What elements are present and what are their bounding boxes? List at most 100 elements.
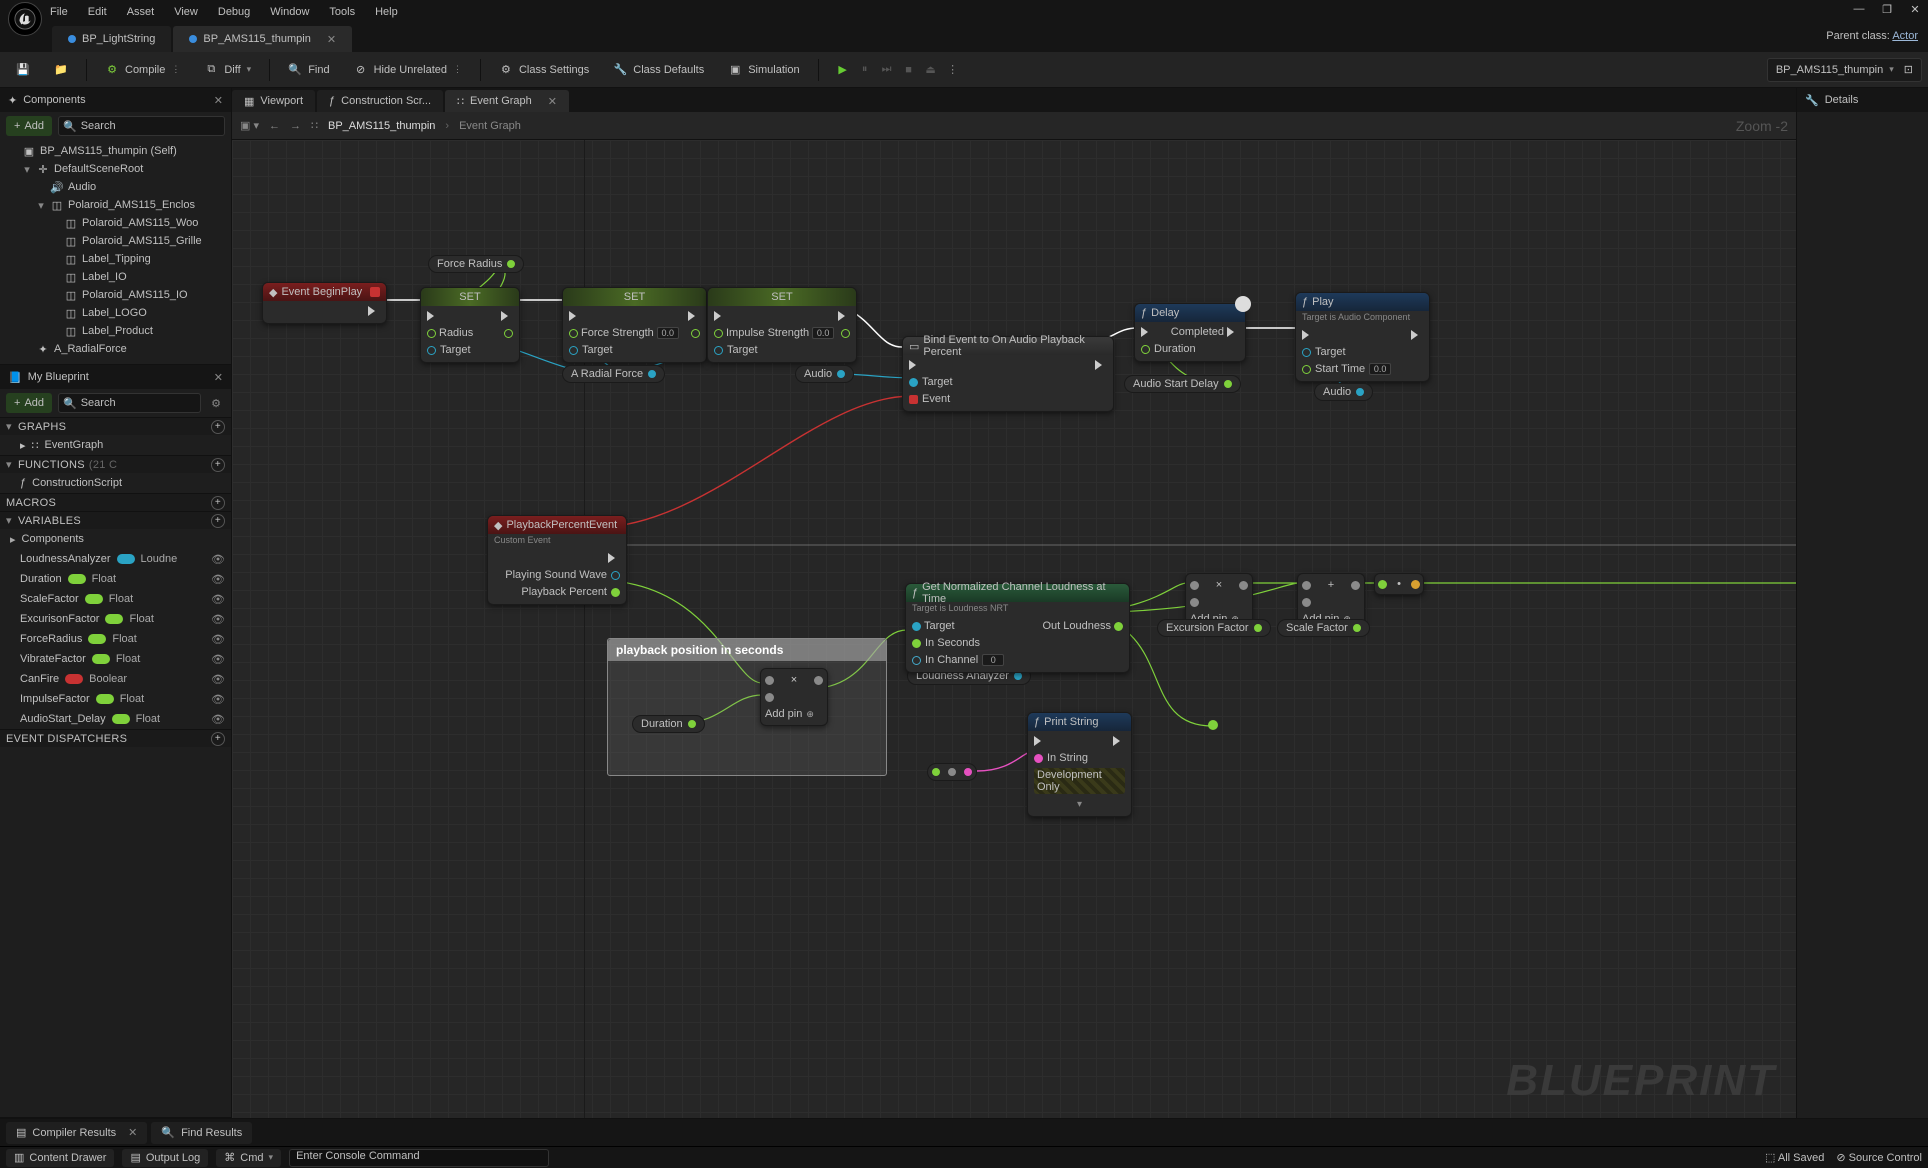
exec-in-pin[interactable] (714, 311, 726, 321)
menu-asset[interactable]: Asset (127, 6, 155, 18)
exec-in-pin[interactable] (1302, 330, 1314, 340)
close-icon[interactable]: ✕ (1908, 3, 1922, 16)
exec-in-pin[interactable] (427, 311, 439, 321)
browse-button[interactable]: 📁 (44, 57, 78, 83)
node-delay[interactable]: ƒDelay Completed Duration (1134, 303, 1246, 362)
variable-row[interactable]: ExcurisonFactorFloat👁 (0, 609, 231, 629)
variable-row[interactable]: AudioStart_DelayFloat👁 (0, 709, 231, 729)
node-set-1[interactable]: SET Radius Target (420, 287, 520, 363)
variable-row[interactable]: LoudnessAnalyzerLoudne👁 (0, 549, 231, 569)
parent-class-link[interactable]: Actor (1892, 30, 1918, 42)
comment-title[interactable]: playback position in seconds (608, 639, 886, 661)
tab-close-icon[interactable]: ✕ (327, 33, 336, 46)
object-in-pin[interactable] (427, 346, 436, 355)
struct-out-pin[interactable] (1411, 580, 1420, 589)
add-function-button[interactable]: + (211, 458, 225, 472)
class-defaults-button[interactable]: 🔧Class Defaults (603, 57, 714, 83)
details-tab[interactable]: 🔧 Details (1797, 88, 1928, 112)
object-out-pin[interactable] (1014, 672, 1022, 680)
float-out-pin[interactable] (504, 329, 513, 338)
add-dispatcher-button[interactable]: + (211, 732, 225, 746)
component-tree-item[interactable]: ◫Polaroid_AMS115_Woo (0, 214, 231, 232)
float-out-pin[interactable] (1224, 380, 1232, 388)
node-print-string[interactable]: ƒPrint String In String Development Only… (1027, 712, 1132, 817)
float-out-pin[interactable] (841, 329, 850, 338)
diff-button[interactable]: ⧉Diff▾ (194, 57, 261, 83)
exec-out-pin[interactable] (1113, 736, 1125, 746)
wildcard-in-pin[interactable] (1190, 581, 1199, 590)
tab-close-icon[interactable]: ✕ (128, 1126, 137, 1139)
file-tab-lightstring[interactable]: BP_LightString (52, 26, 171, 52)
object-in-pin[interactable] (569, 346, 578, 355)
pin[interactable] (932, 768, 940, 776)
file-tab-thumpin[interactable]: BP_AMS115_thumpin ✕ (173, 26, 352, 52)
my-blueprint-tab[interactable]: 📘 My Blueprint ✕ (0, 365, 231, 389)
float-in-pin[interactable] (427, 329, 436, 338)
nav-save-icon[interactable]: ▣ ▾ (240, 119, 259, 132)
eject-button[interactable]: ⏏ (921, 60, 941, 80)
exec-out-pin[interactable] (501, 311, 513, 321)
component-tree-item[interactable]: 🔊Audio (0, 178, 231, 196)
float-in-pin[interactable] (1378, 580, 1387, 589)
float-out-pin[interactable] (1353, 624, 1361, 632)
exec-in-pin[interactable] (569, 311, 581, 321)
float-in-pin[interactable] (1302, 365, 1311, 374)
settings-icon[interactable]: ⚙ (207, 394, 225, 412)
object-out-pin[interactable] (1356, 388, 1364, 396)
section-variables[interactable]: ▾VARIABLES+ (0, 511, 231, 529)
node-var-audio-1[interactable]: Audio (795, 365, 854, 383)
node-var-excursionfactor[interactable]: Excursion Factor (1157, 619, 1271, 637)
nav-back-icon[interactable]: ← (269, 120, 280, 132)
menu-help[interactable]: Help (375, 6, 398, 18)
function-item[interactable]: ƒConstructionScript (0, 473, 231, 493)
debug-object-dropdown[interactable]: BP_AMS115_thumpin▾ ⊡ (1767, 58, 1922, 82)
stop-button[interactable]: ■ (899, 60, 919, 80)
blueprint-search[interactable]: 🔍Search (58, 393, 201, 413)
object-in-pin[interactable] (909, 378, 918, 387)
comment-box[interactable]: playback position in seconds (607, 638, 887, 776)
object-in-pin[interactable] (1302, 348, 1311, 357)
eye-icon[interactable]: 👁 (211, 553, 225, 566)
pause-button[interactable]: ⏸ (855, 60, 875, 80)
object-in-pin[interactable] (714, 346, 723, 355)
variable-row[interactable]: ImpulseFactorFloat👁 (0, 689, 231, 709)
play-options-button[interactable]: ⋮ (943, 60, 963, 80)
component-tree-item[interactable]: ✦A_RadialForce (0, 340, 231, 358)
components-tab[interactable]: ✦ Components ✕ (0, 88, 231, 112)
float-out-pin[interactable] (611, 588, 620, 597)
node-op[interactable]: • (1374, 573, 1424, 595)
output-log-button[interactable]: ▤Output Log (122, 1149, 208, 1167)
wildcard-in-pin[interactable] (765, 676, 774, 685)
crumb-asset[interactable]: BP_AMS115_thumpin (328, 120, 435, 132)
exec-out-pin[interactable] (838, 311, 850, 321)
node-get-loudness[interactable]: ƒGet Normalized Channel Loudness at Time… (905, 583, 1130, 673)
panel-close-icon[interactable]: ✕ (214, 371, 223, 384)
save-button[interactable]: 💾 (6, 57, 40, 83)
object-out-pin[interactable] (648, 370, 656, 378)
eye-icon[interactable]: 👁 (211, 573, 225, 586)
node-playback-percent-event[interactable]: ◆PlaybackPercentEvent Custom Event Playi… (487, 515, 627, 605)
node-bind-event[interactable]: ▭Bind Event to On Audio Playback Percent… (902, 336, 1114, 412)
eye-icon[interactable]: 👁 (211, 693, 225, 706)
node-multiply-1[interactable]: × Add pin ⊕ (760, 668, 828, 726)
node-var-forceradius[interactable]: Force Radius (428, 255, 524, 273)
float-out-pin[interactable] (688, 720, 696, 728)
node-var-aradialforce[interactable]: A Radial Force (562, 365, 665, 383)
delegate-in-pin[interactable] (909, 395, 918, 404)
menu-view[interactable]: View (174, 6, 198, 18)
menu-edit[interactable]: Edit (88, 6, 107, 18)
exec-out-pin[interactable] (1095, 360, 1107, 370)
exec-in-pin[interactable] (1141, 327, 1153, 337)
exec-out-pin[interactable] (688, 311, 700, 321)
float-out-pin[interactable] (691, 329, 700, 338)
object-in-pin[interactable] (912, 622, 921, 631)
maximize-icon[interactable]: ❐ (1880, 3, 1894, 16)
section-dispatchers[interactable]: EVENT DISPATCHERS+ (0, 729, 231, 747)
eye-icon[interactable]: 👁 (211, 613, 225, 626)
node-var-audiostartdelay[interactable]: Audio Start Delay (1124, 375, 1241, 393)
wildcard-out-pin[interactable] (814, 676, 823, 685)
eye-icon[interactable]: 👁 (211, 673, 225, 686)
component-tree-item[interactable]: ◫Polaroid_AMS115_IO (0, 286, 231, 304)
component-tree-item[interactable]: ◫Label_LOGO (0, 304, 231, 322)
exec-out-pin[interactable] (608, 553, 620, 563)
